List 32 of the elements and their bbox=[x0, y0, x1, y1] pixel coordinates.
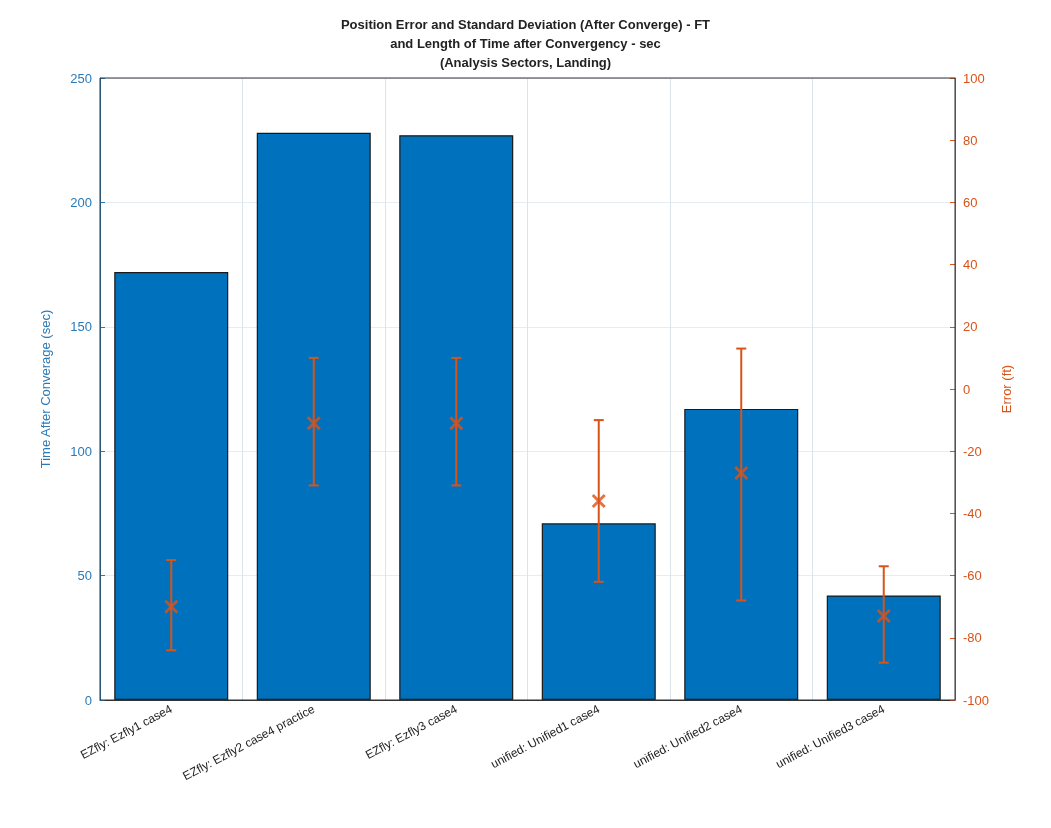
y-tick-label: 200 bbox=[70, 194, 92, 210]
bar bbox=[826, 595, 941, 700]
y-tick-label: 150 bbox=[70, 319, 92, 335]
y-tick-label: 50 bbox=[77, 568, 92, 584]
y-tick-label: 0 bbox=[84, 692, 92, 708]
bar bbox=[684, 408, 799, 700]
y2-tick-label: 40 bbox=[963, 257, 978, 273]
y-tick-label: 100 bbox=[70, 443, 92, 459]
point bbox=[306, 415, 322, 431]
point bbox=[733, 465, 749, 481]
y-tick-label: 250 bbox=[70, 70, 92, 86]
bar bbox=[114, 272, 229, 700]
y2-tick-label: 80 bbox=[963, 132, 978, 148]
y2-tick-label: -80 bbox=[963, 630, 982, 646]
point bbox=[876, 608, 892, 624]
y2-tick-label: -100 bbox=[963, 692, 990, 708]
y2-tick-label: 20 bbox=[963, 319, 978, 335]
y2-tick-label: -40 bbox=[963, 505, 982, 521]
y2-tick-label: -20 bbox=[963, 443, 982, 459]
point bbox=[448, 415, 464, 431]
point bbox=[163, 599, 179, 615]
y2-tick-label: 100 bbox=[963, 70, 985, 86]
bar bbox=[399, 135, 514, 700]
y-axis-title: Time After Converage (sec) bbox=[38, 309, 53, 469]
y2-axis-title: Error (ft) bbox=[998, 364, 1014, 414]
y2-tick-label: 0 bbox=[963, 381, 971, 397]
y2-tick-label: -60 bbox=[963, 568, 982, 584]
y2-tick-label: 60 bbox=[963, 194, 978, 210]
bar bbox=[541, 523, 656, 700]
point bbox=[591, 493, 607, 509]
chart-title: Position Error and Standard Deviation (After Converge) - FT and Length of Time after Convergency - sec (Analysis Sectors, Landing) bbox=[340, 17, 711, 70]
bar bbox=[256, 132, 371, 700]
